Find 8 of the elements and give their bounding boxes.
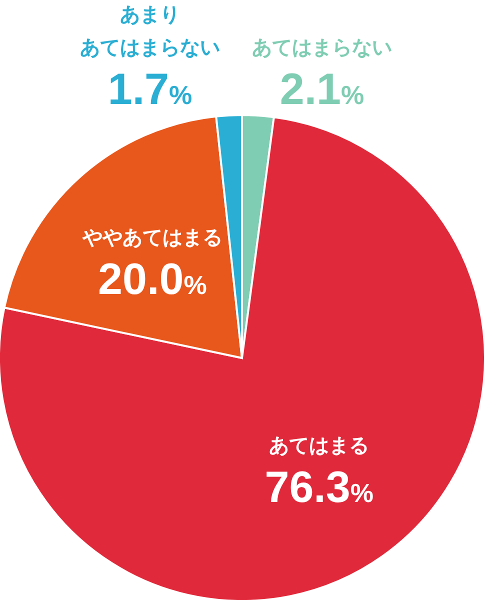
slice-label: あてはまらない <box>252 37 392 59</box>
data-label: 76.3% <box>264 463 374 512</box>
data-label: 2.1% <box>280 65 364 114</box>
slice-label: あてはまる <box>269 435 370 458</box>
slice-label: ややあてはまる <box>81 226 222 249</box>
data-label: 1.7% <box>108 65 192 114</box>
slice-label: あまりあてはまらない <box>80 4 220 59</box>
data-label: 20.0% <box>98 254 207 304</box>
